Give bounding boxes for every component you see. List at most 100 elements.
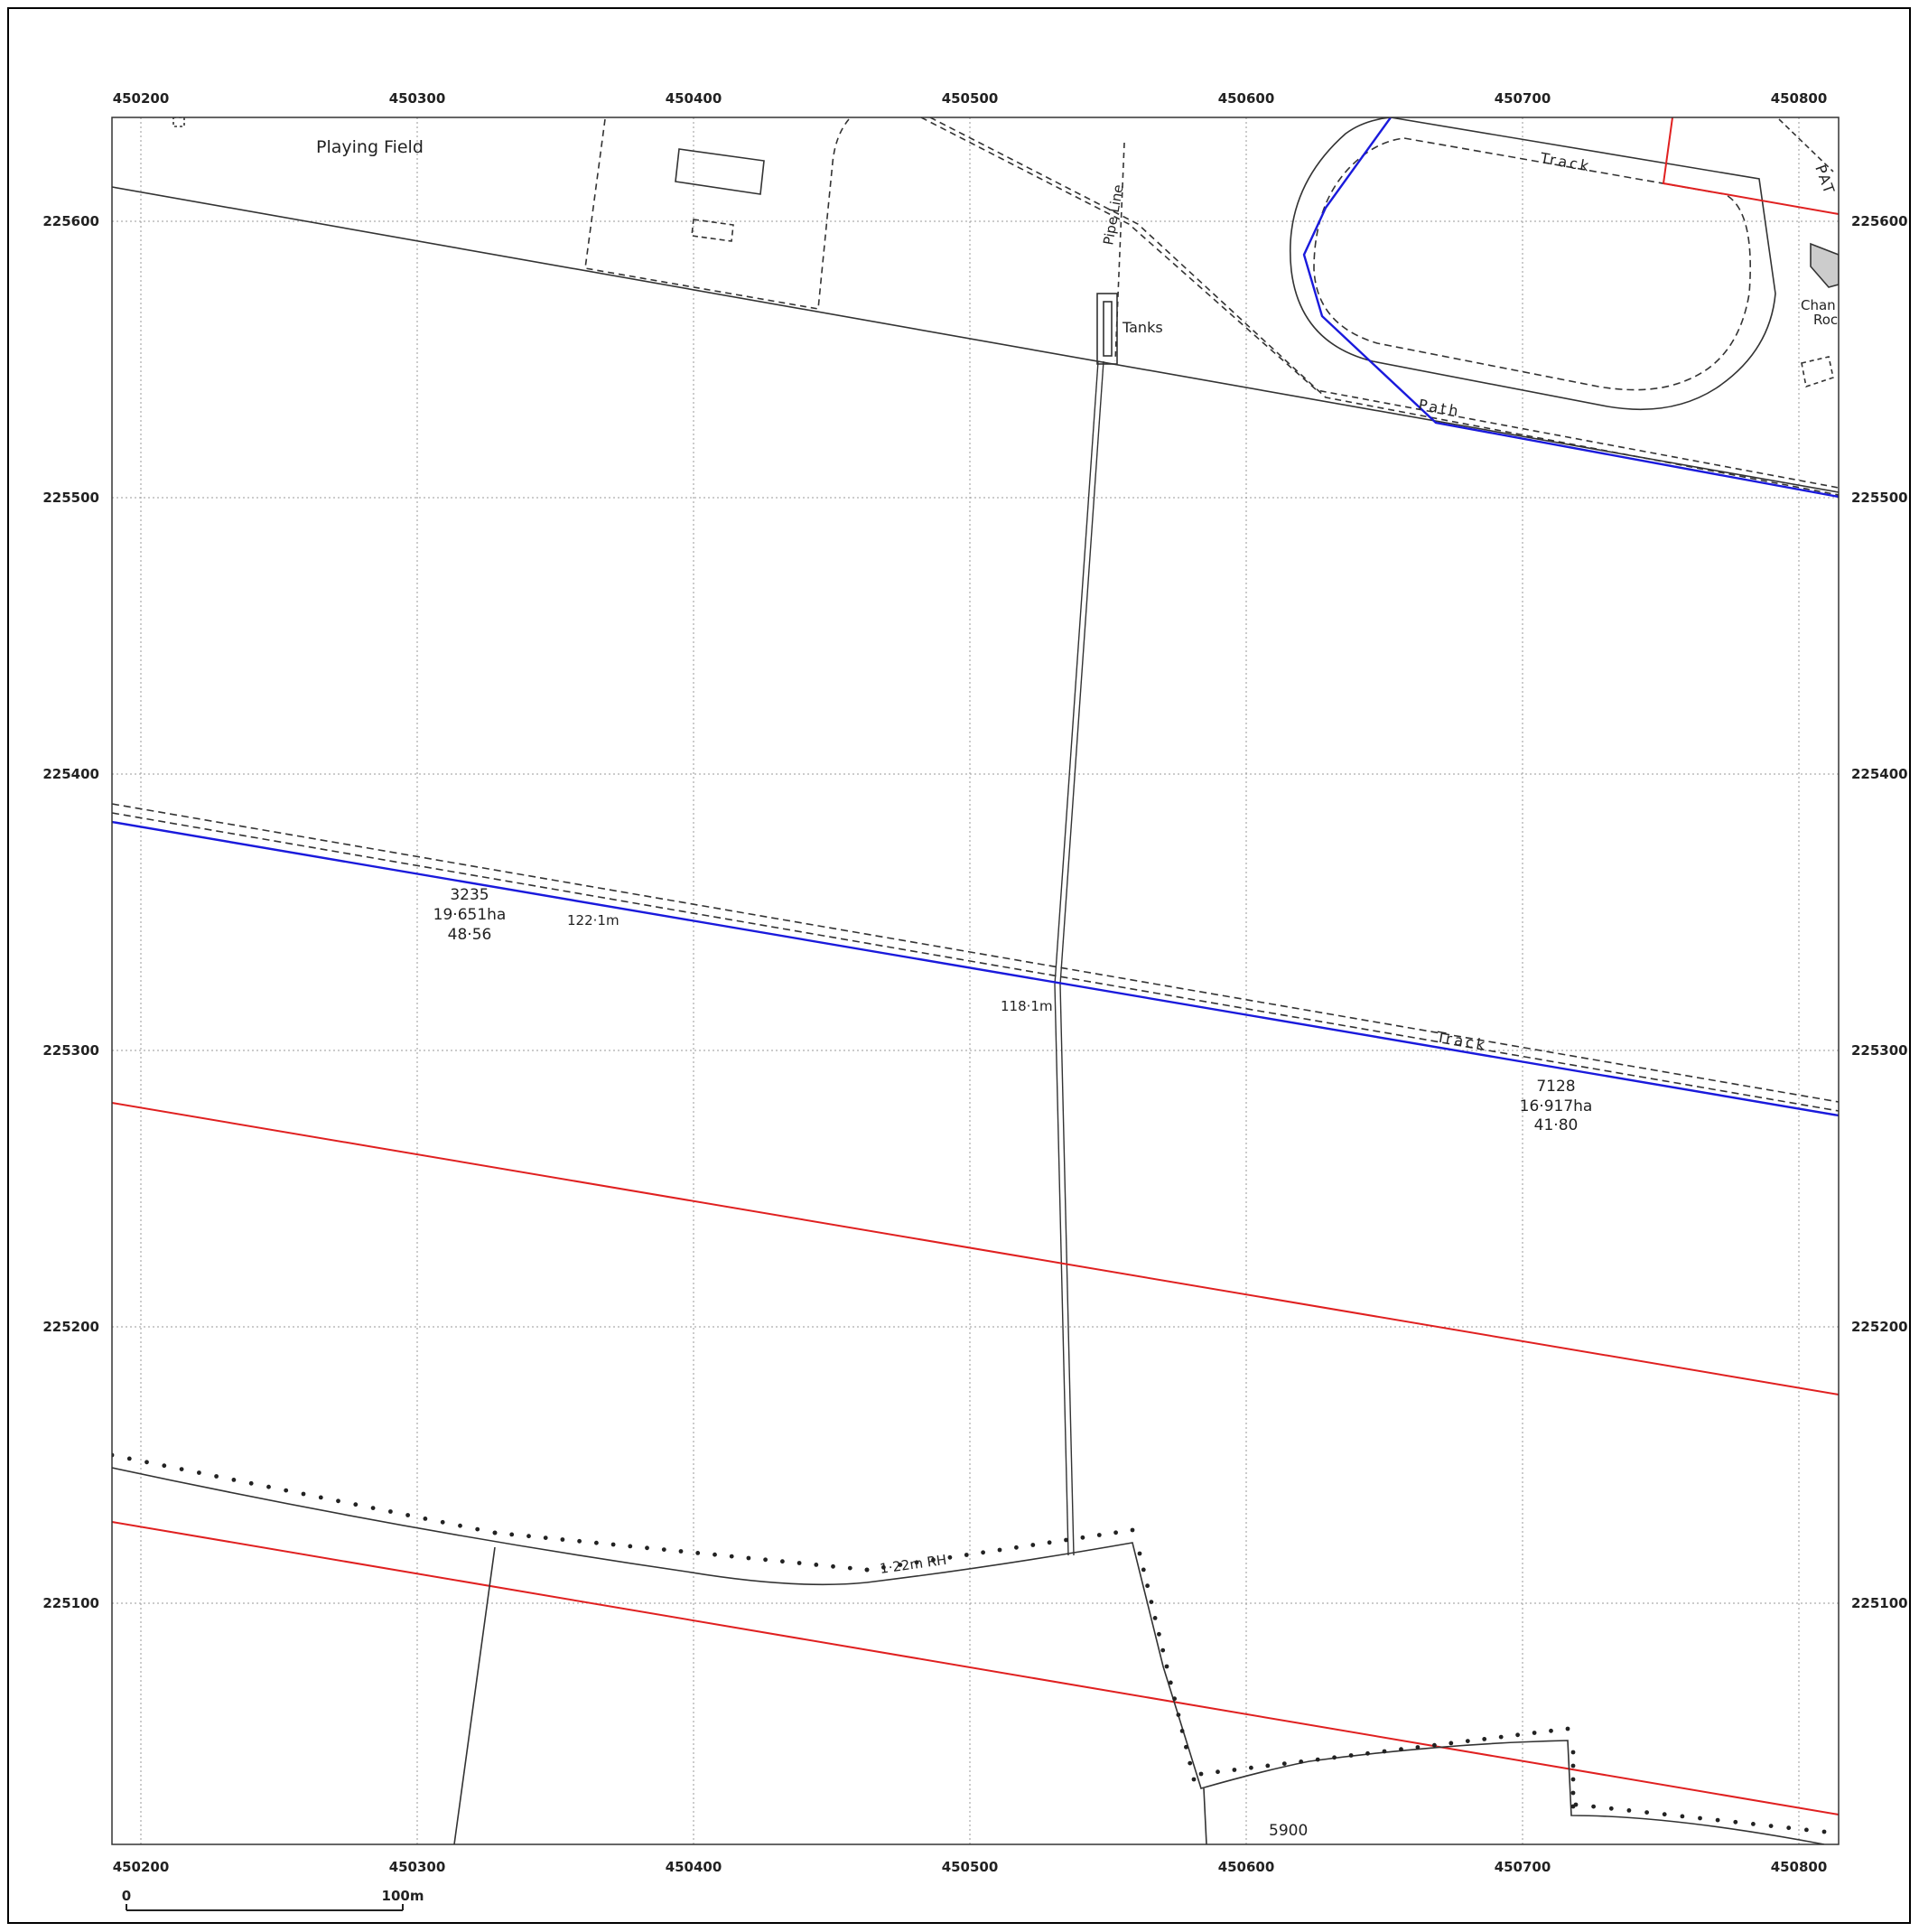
hedge-dot (864, 1567, 870, 1573)
x-tick-bottom: 450700 (1495, 1859, 1551, 1875)
hedge-dot (881, 1564, 886, 1570)
x-tick-bottom: 450400 (666, 1859, 722, 1875)
hedge-dot (678, 1549, 684, 1554)
label-parcel-3235-ha: 19·651ha (433, 906, 507, 924)
label-pipe-line: Pipe Line (1100, 183, 1126, 247)
hedge-dot (746, 1555, 751, 1561)
hedge-dot (1130, 1527, 1135, 1533)
map-border (111, 117, 1840, 1845)
hedge-dot (1096, 1533, 1102, 1537)
hedge-dot (1080, 1535, 1085, 1540)
hedge-dot (1172, 1696, 1177, 1702)
hedge-dot (1570, 1790, 1576, 1796)
hedge-dot (1449, 1741, 1454, 1746)
x-tick-top: 450700 (1495, 90, 1551, 107)
y-tick-left: 225400 (42, 766, 99, 782)
hedge-dot (1498, 1734, 1504, 1740)
hedge-dot (1415, 1745, 1421, 1750)
hedge-dot (1465, 1739, 1470, 1743)
hedge-dot (1570, 1777, 1576, 1782)
y-tick-left: 225300 (42, 1042, 99, 1059)
hedge-dot (645, 1545, 649, 1551)
hedge-dot (1804, 1827, 1809, 1833)
hedge-dot (284, 1488, 289, 1493)
hedge-dot (1137, 1551, 1142, 1556)
hedge-dot (318, 1495, 323, 1500)
hedge-dot (162, 1463, 167, 1469)
hedge-dot (661, 1547, 666, 1552)
hedge-dot (1382, 1749, 1387, 1754)
hedge-dot (266, 1484, 271, 1489)
hedge-dot (1821, 1829, 1827, 1834)
hedge-dot (628, 1544, 633, 1549)
x-tick-top: 450500 (942, 90, 999, 107)
hedge-dot (197, 1470, 201, 1475)
hedge-dot (1680, 1814, 1685, 1819)
hedge-dot (1145, 1583, 1150, 1589)
x-tick-top: 450300 (389, 90, 446, 107)
hedge-dot (898, 1563, 903, 1567)
hedge-dot (1299, 1759, 1304, 1764)
label-parcel-3235-ac: 48·56 (448, 926, 492, 944)
y-tick-right: 225500 (1851, 490, 1908, 506)
hedge-dot (526, 1534, 531, 1539)
hedge-dot (1365, 1750, 1370, 1756)
hedge-dot (1179, 1729, 1185, 1733)
hedge-dot (1315, 1757, 1320, 1762)
red-boundary-2 (112, 1521, 1839, 1815)
hedge-dot (1164, 1664, 1169, 1669)
y-tick-right: 225200 (1851, 1319, 1908, 1335)
hedge-dot (1432, 1742, 1437, 1748)
grid-lines (112, 117, 1839, 1844)
hedge-dot (1698, 1815, 1702, 1821)
hedge-dot (695, 1551, 701, 1555)
label-playing-field: Playing Field (316, 137, 424, 157)
hedge-dot (847, 1565, 852, 1571)
hedge-dot (947, 1554, 953, 1560)
hedge-dot (1281, 1761, 1287, 1766)
x-tick-bottom: 450600 (1218, 1859, 1275, 1875)
hedge-dot (1198, 1771, 1204, 1777)
hedge-dot (1626, 1808, 1632, 1813)
x-tick-bottom: 450800 (1771, 1859, 1828, 1875)
x-tick-top: 450800 (1771, 90, 1828, 107)
label-track-middle: Track (1434, 1028, 1488, 1054)
hedge-dot (1608, 1806, 1614, 1811)
hedge-dot (248, 1480, 254, 1486)
hedge-dot (831, 1563, 835, 1569)
x-tick-top: 450200 (113, 90, 170, 107)
y-tick-right: 225400 (1851, 766, 1908, 782)
label-pat: PAT (1812, 163, 1839, 198)
hedge-dot (914, 1560, 919, 1565)
scale-bar-start: 0 (122, 1888, 131, 1904)
y-tick-right: 225600 (1851, 213, 1908, 229)
y-tick-left: 225200 (42, 1319, 99, 1335)
hedge-dot (440, 1519, 445, 1525)
hedge-dot (560, 1537, 565, 1542)
label-tanks: Tanks (1122, 319, 1163, 336)
red-boundary-1 (112, 1102, 1839, 1395)
label-chan: Chan (1801, 297, 1836, 313)
hedge-dot (713, 1552, 717, 1557)
hedge-dot (931, 1557, 936, 1563)
hedge-dot (1573, 1802, 1579, 1807)
hedge-dot (814, 1563, 819, 1567)
y-tick-right: 225100 (1851, 1595, 1908, 1611)
hedge-dots (112, 1452, 1827, 1834)
x-tick-labels-bottom: 450200 450300 450400 450500 450600 45070… (113, 1859, 1828, 1875)
hedge-dot (1232, 1768, 1237, 1772)
hedge-dot (796, 1561, 802, 1565)
label-parcel-7128-id: 7128 (1536, 1078, 1575, 1096)
hedge-dot (1191, 1777, 1197, 1782)
x-tick-labels-top: 450200 450300 450400 450500 450600 45070… (113, 90, 1828, 107)
hedge-dot (1570, 1763, 1576, 1769)
hedge-dot (1047, 1540, 1052, 1545)
hedge-dot (780, 1559, 785, 1564)
hedge-dot (405, 1513, 410, 1517)
hedge-dot (1715, 1817, 1720, 1823)
hedge-dot (1157, 1631, 1161, 1637)
hedge-boundary (112, 1467, 1825, 1844)
y-tick-right: 225300 (1851, 1042, 1908, 1059)
hedge-dot (214, 1474, 219, 1479)
x-tick-bottom: 450300 (389, 1859, 446, 1875)
